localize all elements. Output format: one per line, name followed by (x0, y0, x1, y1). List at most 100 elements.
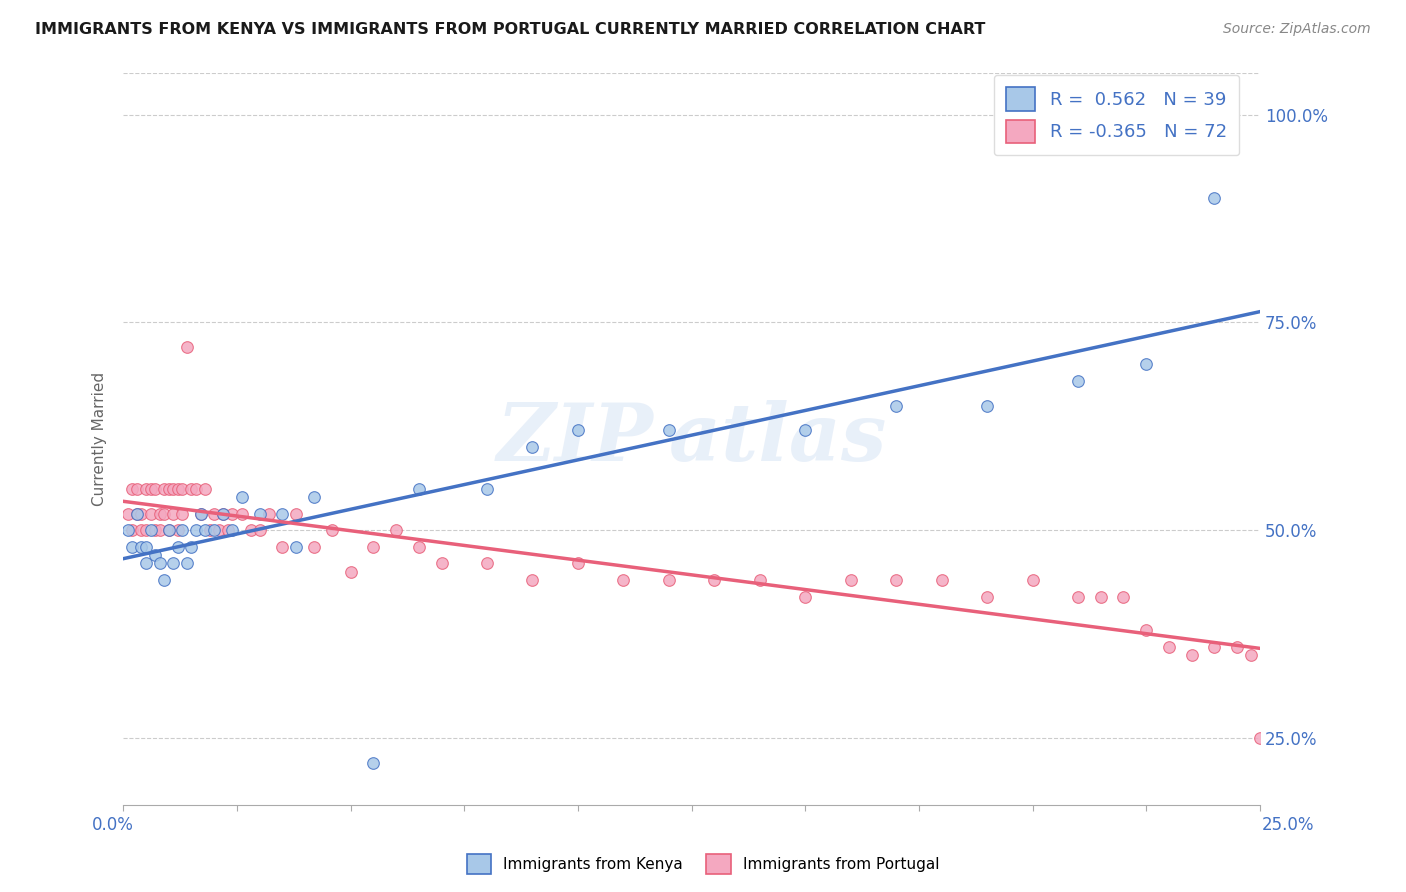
Point (408, 482, 430, 496)
Point (125, 482, 148, 496)
Point (172, 507, 194, 521)
Text: 25.0%: 25.0% (1263, 816, 1315, 834)
Point (1135, 357, 1157, 371)
Point (162, 507, 184, 521)
Point (212, 507, 235, 521)
Point (231, 507, 253, 521)
Point (208, 523, 231, 537)
Point (1240, 648, 1263, 662)
Point (304, 490, 326, 504)
Text: IMMIGRANTS FROM KENYA VS IMMIGRANTS FROM PORTUGAL CURRENTLY MARRIED CORRELATION : IMMIGRANTS FROM KENYA VS IMMIGRANTS FROM… (35, 22, 986, 37)
Point (202, 507, 225, 521)
Point (385, 523, 408, 537)
Point (612, 573, 634, 587)
Point (363, 756, 385, 770)
Point (794, 590, 817, 604)
Point (135, 523, 157, 537)
Point (703, 573, 725, 587)
Point (166, 523, 188, 537)
Point (149, 557, 172, 571)
Point (221, 523, 243, 537)
Point (125, 507, 148, 521)
Point (1112, 590, 1135, 604)
Point (231, 490, 253, 504)
Point (180, 482, 202, 496)
Point (271, 507, 294, 521)
Point (139, 507, 162, 521)
Point (321, 523, 343, 537)
Point (157, 523, 180, 537)
Point (125, 507, 148, 521)
Point (143, 482, 166, 496)
Point (249, 507, 271, 521)
Point (285, 507, 308, 521)
Point (1249, 731, 1271, 745)
Point (202, 523, 225, 537)
Point (976, 590, 998, 604)
Point (157, 523, 180, 537)
Point (1090, 590, 1112, 604)
Point (172, 482, 194, 496)
Text: Source: ZipAtlas.com: Source: ZipAtlas.com (1223, 22, 1371, 37)
Point (157, 482, 180, 496)
Legend: R =  0.562   N = 39, R = -0.365   N = 72: R = 0.562 N = 39, R = -0.365 N = 72 (994, 75, 1240, 155)
Point (884, 573, 907, 587)
Point (430, 557, 453, 571)
Point (131, 507, 153, 521)
Text: 0.0%: 0.0% (91, 816, 134, 834)
Point (190, 507, 212, 521)
Point (166, 540, 188, 554)
Point (1135, 623, 1157, 637)
Point (176, 340, 198, 354)
Point (117, 507, 139, 521)
Point (304, 540, 326, 554)
Point (221, 507, 243, 521)
Point (180, 540, 202, 554)
Point (408, 540, 430, 554)
Point (522, 440, 544, 454)
Point (117, 523, 139, 537)
Point (794, 424, 817, 438)
Point (285, 540, 308, 554)
Point (153, 507, 176, 521)
Point (184, 482, 207, 496)
Point (153, 482, 176, 496)
Point (1226, 640, 1249, 654)
Point (339, 565, 361, 579)
Point (1204, 191, 1226, 205)
Point (839, 573, 862, 587)
Point (121, 540, 143, 554)
Point (257, 507, 280, 521)
Point (162, 557, 184, 571)
Point (194, 523, 217, 537)
Point (567, 424, 589, 438)
Point (135, 482, 157, 496)
Point (143, 523, 166, 537)
Point (135, 540, 157, 554)
Point (1067, 374, 1090, 388)
Point (135, 557, 157, 571)
Text: ZIP atlas: ZIP atlas (496, 400, 887, 477)
Point (162, 482, 184, 496)
Point (976, 399, 998, 413)
Point (884, 399, 907, 413)
Point (1181, 648, 1204, 662)
Point (131, 523, 153, 537)
Point (1067, 590, 1090, 604)
Point (1021, 573, 1043, 587)
Point (131, 540, 153, 554)
Point (198, 523, 221, 537)
Point (143, 548, 166, 562)
Point (166, 482, 188, 496)
Point (153, 573, 176, 587)
Point (121, 482, 143, 496)
Point (658, 573, 681, 587)
Point (658, 424, 681, 438)
Point (139, 523, 162, 537)
Point (522, 573, 544, 587)
Point (748, 573, 770, 587)
Y-axis label: Currently Married: Currently Married (93, 372, 107, 506)
Point (212, 507, 235, 521)
Point (239, 523, 262, 537)
Point (271, 540, 294, 554)
